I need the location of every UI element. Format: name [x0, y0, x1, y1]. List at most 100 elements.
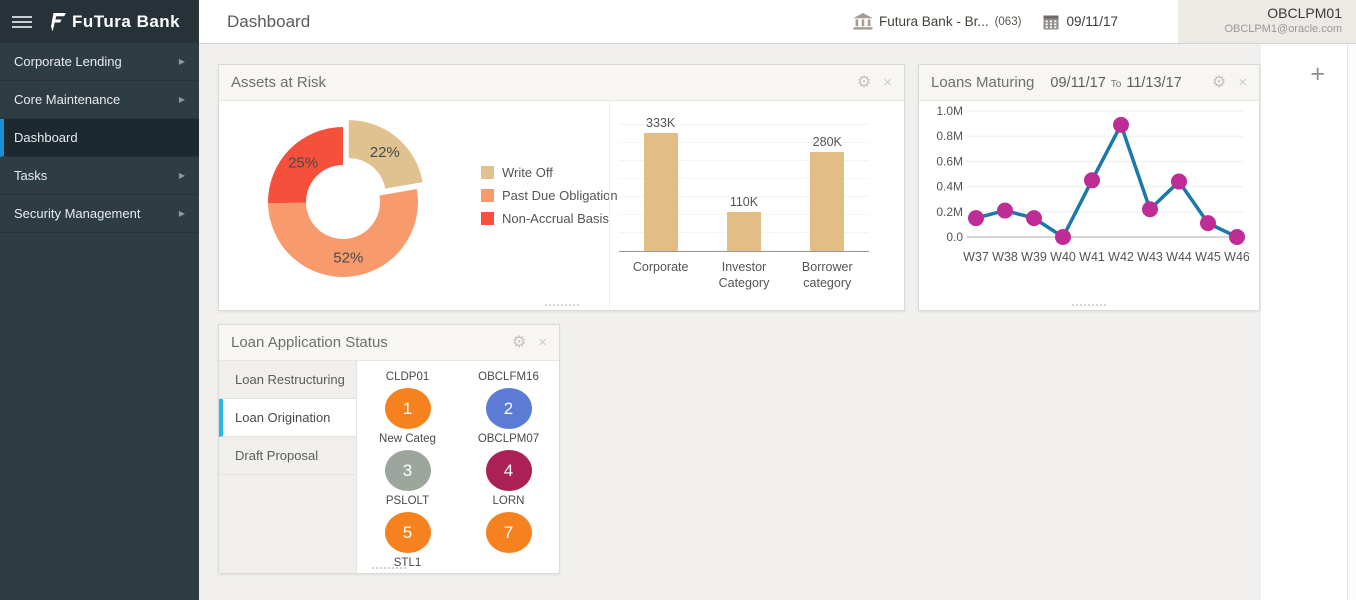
category-cell: OBCLPM07 4	[458, 433, 559, 495]
tab-label: Loan Origination	[235, 410, 331, 425]
sidebar-item-tasks[interactable]: Tasks ▶	[0, 157, 199, 195]
bar-plot-area: 333K 110K 280K	[619, 109, 869, 252]
tab-loan-origination[interactable]: Loan Origination	[219, 399, 356, 437]
add-widget-button[interactable]: +	[1310, 60, 1325, 88]
count-badge[interactable]: 1	[384, 388, 431, 429]
legend-swatch	[481, 166, 494, 179]
category-name: OBCLFM16	[478, 371, 539, 383]
donut-slice[interactable]	[348, 120, 423, 189]
branch-name: Futura Bank - Br...	[879, 14, 989, 29]
date-selector[interactable]: 09/11/17	[1043, 14, 1118, 30]
line-marker[interactable]	[997, 202, 1013, 219]
count-badge[interactable]: 3	[384, 450, 431, 491]
category-cell-overflow: STL1	[357, 557, 458, 573]
sidebar-item-security-management[interactable]: Security Management ▶	[0, 195, 199, 233]
line-marker[interactable]	[1026, 210, 1042, 227]
scrollbar-track[interactable]	[1348, 44, 1356, 600]
category-cell: CLDP01 1	[357, 371, 458, 433]
donut-slice-label: 22%	[370, 144, 400, 161]
bar-borrower-category[interactable]	[810, 152, 845, 251]
drag-handle[interactable]	[372, 567, 406, 569]
user-panel[interactable]: OBCLPM01 OBCLPM1@oracle.com	[1178, 0, 1356, 43]
category-label: Investor Category	[718, 260, 770, 291]
legend-item: Past Due Obligation	[481, 188, 618, 203]
count-badge[interactable]: 7	[485, 512, 532, 553]
chevron-right-icon: ▶	[178, 95, 185, 104]
sidebar-item-label: Tasks	[14, 168, 48, 183]
chevron-right-icon: ▶	[178, 209, 185, 218]
line-marker[interactable]	[1200, 215, 1216, 232]
status-tab-list: Loan Restructuring Loan Origination Draf…	[219, 361, 357, 573]
panel-divider	[609, 101, 610, 310]
close-icon[interactable]: ×	[1238, 74, 1247, 91]
tab-loan-restructuring[interactable]: Loan Restructuring	[219, 361, 356, 399]
sidebar-nav: Corporate Lending ▶ Core Maintenance ▶ D…	[0, 43, 199, 233]
legend-swatch	[481, 189, 494, 202]
line-marker[interactable]	[1229, 229, 1245, 245]
futura-logo-icon	[51, 12, 66, 31]
legend-label: Write Off	[502, 165, 553, 180]
x-axis-tick-label: W46	[1224, 250, 1249, 264]
gear-icon[interactable]: ⚙	[511, 333, 527, 351]
bar-corporate[interactable]	[643, 133, 678, 251]
line-marker[interactable]	[1113, 116, 1129, 133]
date-from[interactable]: 09/11/17	[1050, 74, 1106, 91]
date-range: 09/11/17 To 11/13/17	[1050, 75, 1181, 91]
gear-icon[interactable]: ⚙	[856, 73, 872, 91]
count-badge[interactable]: 5	[384, 512, 431, 553]
sidebar: FuTura Bank Corporate Lending ▶ Core Mai…	[0, 0, 199, 600]
branch-selector[interactable]: Futura Bank - Br... (063)	[853, 13, 1021, 30]
loans-maturing-body: 1.0M 0.8M 0.6M 0.4M 0.2M 0.0 W37 W38 W39 W40 W41 W4…	[919, 101, 1259, 310]
category-cell: LORN 7	[458, 495, 559, 557]
donut-slice-label: 25%	[288, 155, 318, 172]
close-icon[interactable]: ×	[538, 334, 547, 351]
sidebar-item-label: Dashboard	[14, 130, 78, 145]
x-axis-tick-label: W40	[1050, 250, 1076, 264]
loan-application-status-body: Loan Restructuring Loan Origination Draf…	[219, 361, 559, 573]
widget-loans-maturing: Loans Maturing 09/11/17 To 11/13/17 ⚙ × …	[918, 64, 1260, 311]
y-axis-tick-label: 1.0M	[936, 105, 963, 118]
assets-at-risk-body: 22% 52% 25% Write Off Past Due Obligation …	[219, 101, 904, 310]
sidebar-item-corporate-lending[interactable]: Corporate Lending ▶	[0, 43, 199, 81]
category-cell: PSLOLT 5	[357, 495, 458, 557]
x-axis-tick-label: W38	[992, 250, 1018, 264]
line-marker[interactable]	[1171, 173, 1187, 190]
tab-label: Draft Proposal	[235, 448, 319, 463]
count-badge[interactable]: 2	[485, 388, 532, 429]
donut-slice[interactable]	[268, 126, 343, 204]
date-range-to-label: To	[1110, 78, 1122, 90]
category-label: Corporate	[632, 260, 689, 274]
sidebar-item-core-maintenance[interactable]: Core Maintenance ▶	[0, 81, 199, 119]
x-axis-tick-label: W39	[1021, 250, 1047, 264]
y-axis-tick-label: 0.0	[946, 230, 963, 244]
category-label: Borrower category	[801, 260, 853, 291]
line-marker[interactable]	[1084, 172, 1100, 189]
sidebar-item-dashboard[interactable]: Dashboard	[0, 119, 199, 157]
donut-slice[interactable]	[268, 188, 418, 277]
widget-title: Assets at Risk	[231, 74, 327, 91]
business-date: 09/11/17	[1066, 14, 1118, 29]
widget-assets-at-risk: Assets at Risk ⚙ × 22% 52% 25% Write Off	[218, 64, 905, 311]
topbar: Dashboard Futura Bank - Br... (063)	[199, 0, 1356, 44]
menu-icon[interactable]	[12, 15, 32, 28]
tab-draft-proposal[interactable]: Draft Proposal	[219, 437, 356, 475]
close-icon[interactable]: ×	[883, 74, 892, 91]
drag-handle[interactable]	[1072, 304, 1106, 306]
x-axis-tick-label: W41	[1079, 250, 1105, 264]
assets-donut-chart: 22% 52% 25%	[238, 103, 450, 310]
category-name: STL1	[393, 557, 422, 569]
line-marker[interactable]	[968, 210, 984, 227]
gear-icon[interactable]: ⚙	[1211, 73, 1227, 91]
user-id: OBCLPM01	[1267, 5, 1342, 21]
bank-icon	[853, 13, 874, 30]
count-badge[interactable]: 4	[485, 450, 532, 491]
bar-investor-category[interactable]	[726, 212, 761, 251]
drag-handle[interactable]	[544, 304, 579, 306]
x-axis-tick-label: W42	[1108, 250, 1134, 264]
line-marker[interactable]	[1142, 201, 1158, 218]
bar-value-label: 110K	[729, 195, 759, 209]
line-marker[interactable]	[1055, 229, 1071, 245]
sidebar-item-label: Corporate Lending	[14, 54, 122, 69]
date-to[interactable]: 11/13/17	[1126, 74, 1182, 91]
x-axis-tick-label: W45	[1195, 250, 1221, 264]
